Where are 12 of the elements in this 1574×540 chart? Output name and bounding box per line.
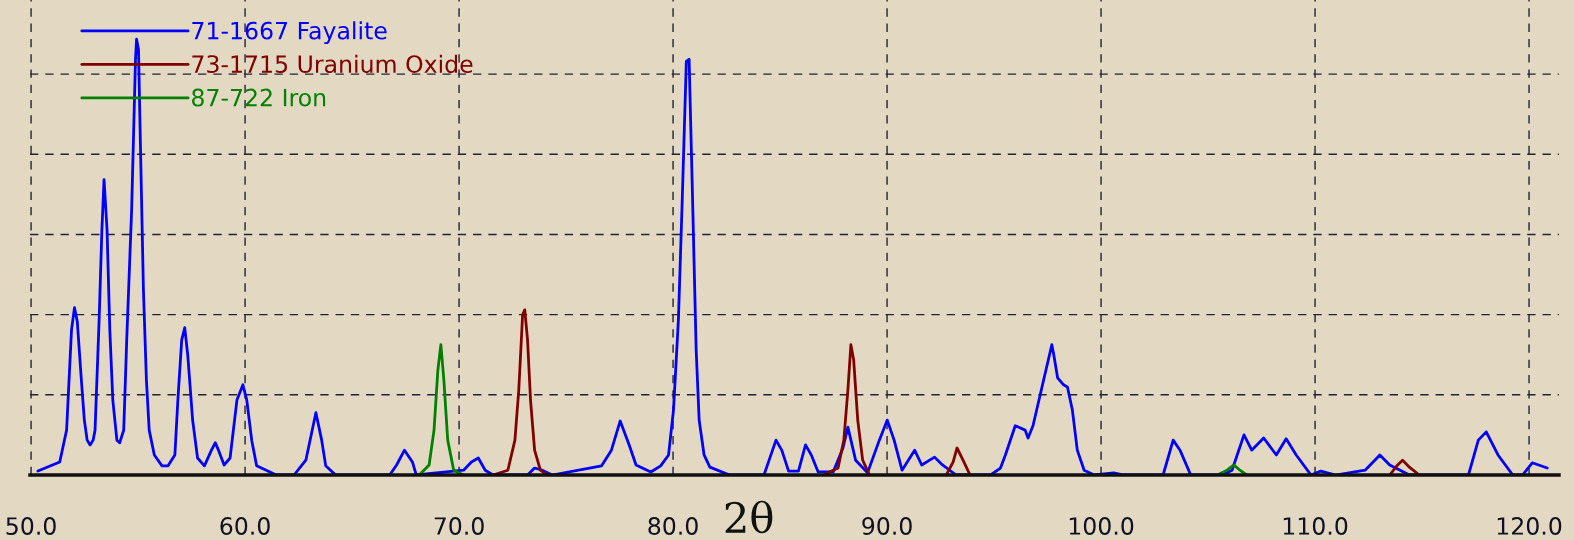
x-tick-label: 80.0	[648, 517, 698, 535]
x-tick-label: 90.0	[862, 517, 912, 535]
x-tick-label: 110.0	[1283, 517, 1348, 535]
x-tick-label: 100.0	[1069, 517, 1134, 535]
x-tick-label: 60.0	[220, 517, 270, 535]
x-axis-title: 2θ	[725, 500, 773, 534]
legend-label: 71-1667 Fayalite	[192, 21, 387, 45]
x-tick-label: 120.0	[1497, 517, 1562, 535]
x-tick-label: 50.0	[6, 517, 56, 535]
x-tick-label: 70.0	[434, 517, 484, 535]
legend-label: 73-1715 Uranium Oxide	[192, 54, 473, 73]
legend-label: 87-722 Iron	[192, 88, 326, 107]
